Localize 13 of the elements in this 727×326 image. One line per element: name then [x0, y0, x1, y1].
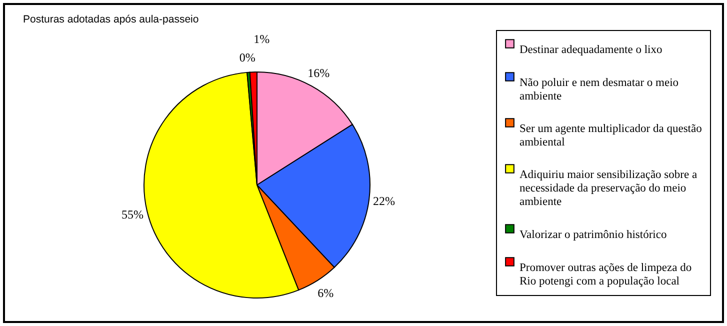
data-label: 22% [372, 194, 395, 208]
legend-label: Promover outras ações de limpeza do Rio potengi com a população local [520, 262, 692, 288]
data-label: 1% [254, 32, 270, 46]
data-label: 55% [121, 207, 144, 222]
data-label: 16% [308, 66, 330, 80]
legend-label: Destinar adequadamente o lixo [520, 44, 662, 56]
legend-label: Ser um agente multiplicador da questão ambiental [520, 122, 702, 148]
data-label: 0% [239, 50, 256, 64]
chart-title: Posturas adotadas após aula-passeio [23, 14, 199, 26]
legend-label: Valorizar o patrimônio histórico [520, 228, 667, 241]
legend-label: Adiquiriu maior sensibilização sobre a necessidade da preservação do meio ambiente [520, 168, 698, 208]
legend-label: Não poluir e nem desmatar o meio ambiente [520, 76, 679, 102]
data-label: 6% [318, 286, 334, 300]
